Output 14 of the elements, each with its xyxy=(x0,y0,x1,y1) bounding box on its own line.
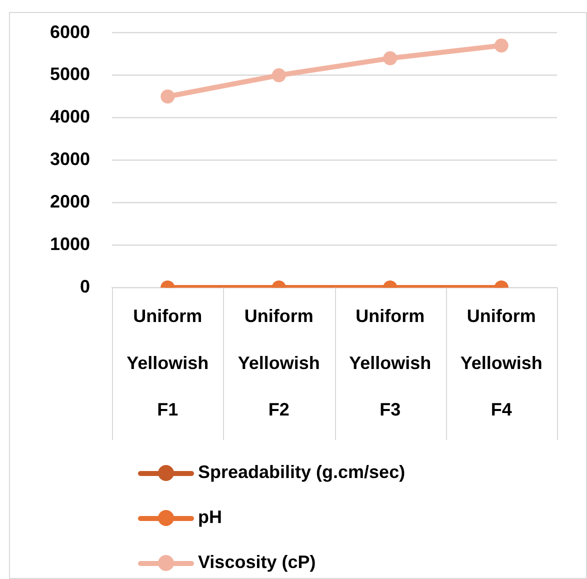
category-label: Uniform Yellowish F1 xyxy=(126,306,209,420)
y-tick-label: 3000 xyxy=(50,149,90,170)
category-label: Uniform Yellowish F4 xyxy=(460,306,542,420)
y-tick-label: 6000 xyxy=(50,22,90,42)
y-tick-label: 1000 xyxy=(50,234,90,254)
legend-label: pH xyxy=(198,507,222,528)
category-label: Uniform Yellowish F2 xyxy=(238,306,320,420)
legend-label: Spreadability (g.cm/sec) xyxy=(198,462,406,483)
y-tick-label: 5000 xyxy=(50,64,90,84)
y-tick-label: 4000 xyxy=(50,106,90,127)
legend-label: Viscosity (cP) xyxy=(198,552,316,573)
y-tick-label: 2000 xyxy=(50,192,90,212)
category-label: Uniform Yellowish F3 xyxy=(349,306,432,420)
y-tick-label: 0 xyxy=(80,276,90,297)
